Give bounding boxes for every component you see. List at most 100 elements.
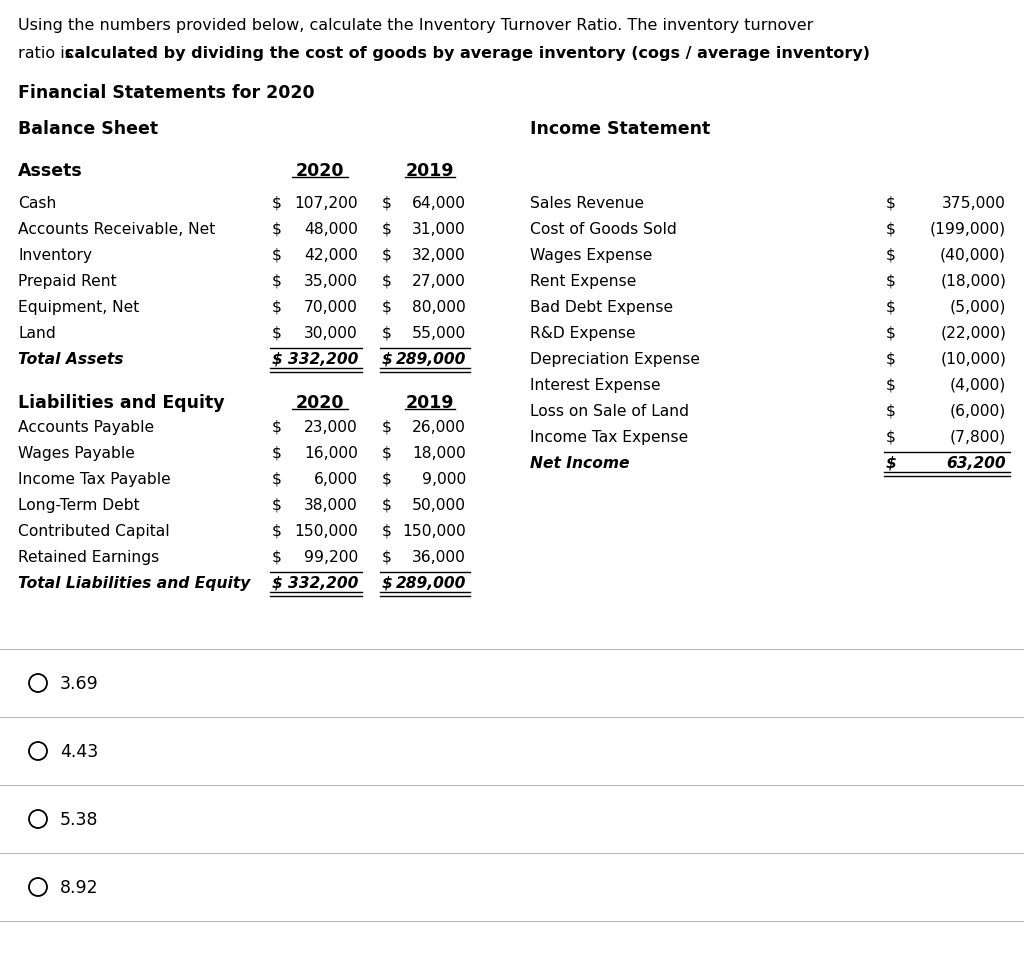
Text: $: $ bbox=[382, 419, 392, 435]
Text: 375,000: 375,000 bbox=[942, 195, 1006, 211]
Text: 38,000: 38,000 bbox=[304, 497, 358, 513]
Text: $: $ bbox=[886, 222, 896, 236]
Text: $: $ bbox=[272, 326, 282, 340]
Text: $: $ bbox=[382, 299, 392, 314]
Text: $: $ bbox=[272, 299, 282, 314]
Text: Financial Statements for 2020: Financial Statements for 2020 bbox=[18, 84, 314, 102]
Text: $: $ bbox=[272, 352, 283, 367]
Text: $: $ bbox=[272, 195, 282, 211]
Text: 2020: 2020 bbox=[296, 394, 344, 412]
Text: Prepaid Rent: Prepaid Rent bbox=[18, 274, 117, 289]
Text: Rent Expense: Rent Expense bbox=[530, 274, 636, 289]
Text: Accounts Receivable, Net: Accounts Receivable, Net bbox=[18, 222, 215, 236]
Text: 23,000: 23,000 bbox=[304, 419, 358, 435]
Text: 99,200: 99,200 bbox=[304, 550, 358, 564]
Text: $: $ bbox=[382, 576, 393, 590]
Text: (5,000): (5,000) bbox=[949, 299, 1006, 314]
Text: 55,000: 55,000 bbox=[412, 326, 466, 340]
Text: 150,000: 150,000 bbox=[294, 523, 358, 538]
Text: Bad Debt Expense: Bad Debt Expense bbox=[530, 299, 673, 314]
Text: Cash: Cash bbox=[18, 195, 56, 211]
Text: Income Tax Expense: Income Tax Expense bbox=[530, 430, 688, 444]
Text: Income Tax Payable: Income Tax Payable bbox=[18, 472, 171, 486]
Text: Interest Expense: Interest Expense bbox=[530, 377, 660, 393]
Text: $: $ bbox=[382, 326, 392, 340]
Text: $: $ bbox=[886, 352, 896, 367]
Text: 107,200: 107,200 bbox=[294, 195, 358, 211]
Text: 42,000: 42,000 bbox=[304, 248, 358, 263]
Text: Depreciation Expense: Depreciation Expense bbox=[530, 352, 700, 367]
Text: 2019: 2019 bbox=[406, 394, 455, 412]
Text: 64,000: 64,000 bbox=[412, 195, 466, 211]
Text: Contributed Capital: Contributed Capital bbox=[18, 523, 170, 538]
Text: Wages Payable: Wages Payable bbox=[18, 446, 135, 460]
Text: Assets: Assets bbox=[18, 162, 83, 180]
Text: 8.92: 8.92 bbox=[60, 878, 98, 896]
Text: $: $ bbox=[382, 222, 392, 236]
Text: ratio is: ratio is bbox=[18, 46, 78, 61]
Text: $: $ bbox=[272, 497, 282, 513]
Text: $: $ bbox=[886, 326, 896, 340]
Text: $: $ bbox=[886, 195, 896, 211]
Text: (199,000): (199,000) bbox=[930, 222, 1006, 236]
Text: 150,000: 150,000 bbox=[402, 523, 466, 538]
Text: $: $ bbox=[886, 430, 896, 444]
Text: 30,000: 30,000 bbox=[304, 326, 358, 340]
Text: $: $ bbox=[382, 550, 392, 564]
Text: Retained Earnings: Retained Earnings bbox=[18, 550, 160, 564]
Text: 3.69: 3.69 bbox=[60, 675, 98, 692]
Text: 70,000: 70,000 bbox=[304, 299, 358, 314]
Text: 18,000: 18,000 bbox=[413, 446, 466, 460]
Text: Income Statement: Income Statement bbox=[530, 120, 711, 138]
Text: $: $ bbox=[272, 446, 282, 460]
Text: 31,000: 31,000 bbox=[413, 222, 466, 236]
Text: $: $ bbox=[382, 195, 392, 211]
Text: $: $ bbox=[382, 248, 392, 263]
Text: Accounts Payable: Accounts Payable bbox=[18, 419, 155, 435]
Text: $: $ bbox=[272, 222, 282, 236]
Text: 32,000: 32,000 bbox=[413, 248, 466, 263]
Text: Inventory: Inventory bbox=[18, 248, 92, 263]
Text: $: $ bbox=[272, 248, 282, 263]
Text: $: $ bbox=[382, 523, 392, 538]
Text: 80,000: 80,000 bbox=[413, 299, 466, 314]
Text: $: $ bbox=[382, 446, 392, 460]
Text: calculated by dividing the cost of goods by average inventory (cogs / average in: calculated by dividing the cost of goods… bbox=[65, 46, 870, 61]
Text: $: $ bbox=[272, 472, 282, 486]
Text: 2020: 2020 bbox=[296, 162, 344, 180]
Text: Net Income: Net Income bbox=[530, 456, 630, 471]
Text: 5.38: 5.38 bbox=[60, 810, 98, 828]
Text: 26,000: 26,000 bbox=[412, 419, 466, 435]
Text: (18,000): (18,000) bbox=[940, 274, 1006, 289]
Text: (10,000): (10,000) bbox=[940, 352, 1006, 367]
Text: 36,000: 36,000 bbox=[412, 550, 466, 564]
Text: $: $ bbox=[272, 419, 282, 435]
Text: (22,000): (22,000) bbox=[940, 326, 1006, 340]
Text: R&D Expense: R&D Expense bbox=[530, 326, 636, 340]
Text: Loss on Sale of Land: Loss on Sale of Land bbox=[530, 403, 689, 418]
Text: $: $ bbox=[272, 523, 282, 538]
Text: Balance Sheet: Balance Sheet bbox=[18, 120, 158, 138]
Text: $: $ bbox=[886, 456, 897, 471]
Text: $: $ bbox=[382, 352, 393, 367]
Text: 289,000: 289,000 bbox=[395, 576, 466, 590]
Text: 35,000: 35,000 bbox=[304, 274, 358, 289]
Text: $: $ bbox=[272, 576, 283, 590]
Text: $: $ bbox=[272, 274, 282, 289]
Text: $: $ bbox=[886, 299, 896, 314]
Text: 9,000: 9,000 bbox=[422, 472, 466, 486]
Text: $: $ bbox=[886, 248, 896, 263]
Text: 332,200: 332,200 bbox=[288, 576, 358, 590]
Text: (7,800): (7,800) bbox=[949, 430, 1006, 444]
Text: Wages Expense: Wages Expense bbox=[530, 248, 652, 263]
Text: $: $ bbox=[886, 403, 896, 418]
Text: 4.43: 4.43 bbox=[60, 742, 98, 760]
Text: Long-Term Debt: Long-Term Debt bbox=[18, 497, 139, 513]
Text: 63,200: 63,200 bbox=[946, 456, 1006, 471]
Text: Total Liabilities and Equity: Total Liabilities and Equity bbox=[18, 576, 251, 590]
Text: $: $ bbox=[886, 377, 896, 393]
Text: 2019: 2019 bbox=[406, 162, 455, 180]
Text: (6,000): (6,000) bbox=[949, 403, 1006, 418]
Text: Sales Revenue: Sales Revenue bbox=[530, 195, 644, 211]
Text: 6,000: 6,000 bbox=[314, 472, 358, 486]
